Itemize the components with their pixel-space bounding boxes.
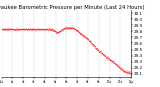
Text: 1a: 1a (11, 80, 14, 84)
Text: 4a: 4a (43, 80, 47, 84)
Text: 12p: 12p (129, 80, 134, 84)
Text: 9a: 9a (97, 80, 100, 84)
Text: 2a: 2a (21, 80, 25, 84)
Text: 6a: 6a (65, 80, 68, 84)
Text: 5a: 5a (54, 80, 57, 84)
Text: 12a: 12a (0, 80, 4, 84)
Text: 11a: 11a (118, 80, 123, 84)
Text: 10a: 10a (107, 80, 112, 84)
Title: Milwaukee Barometric Pressure per Minute (Last 24 Hours): Milwaukee Barometric Pressure per Minute… (0, 5, 144, 10)
Text: 3a: 3a (32, 80, 36, 84)
Text: 7a: 7a (76, 80, 79, 84)
Text: 8a: 8a (86, 80, 90, 84)
